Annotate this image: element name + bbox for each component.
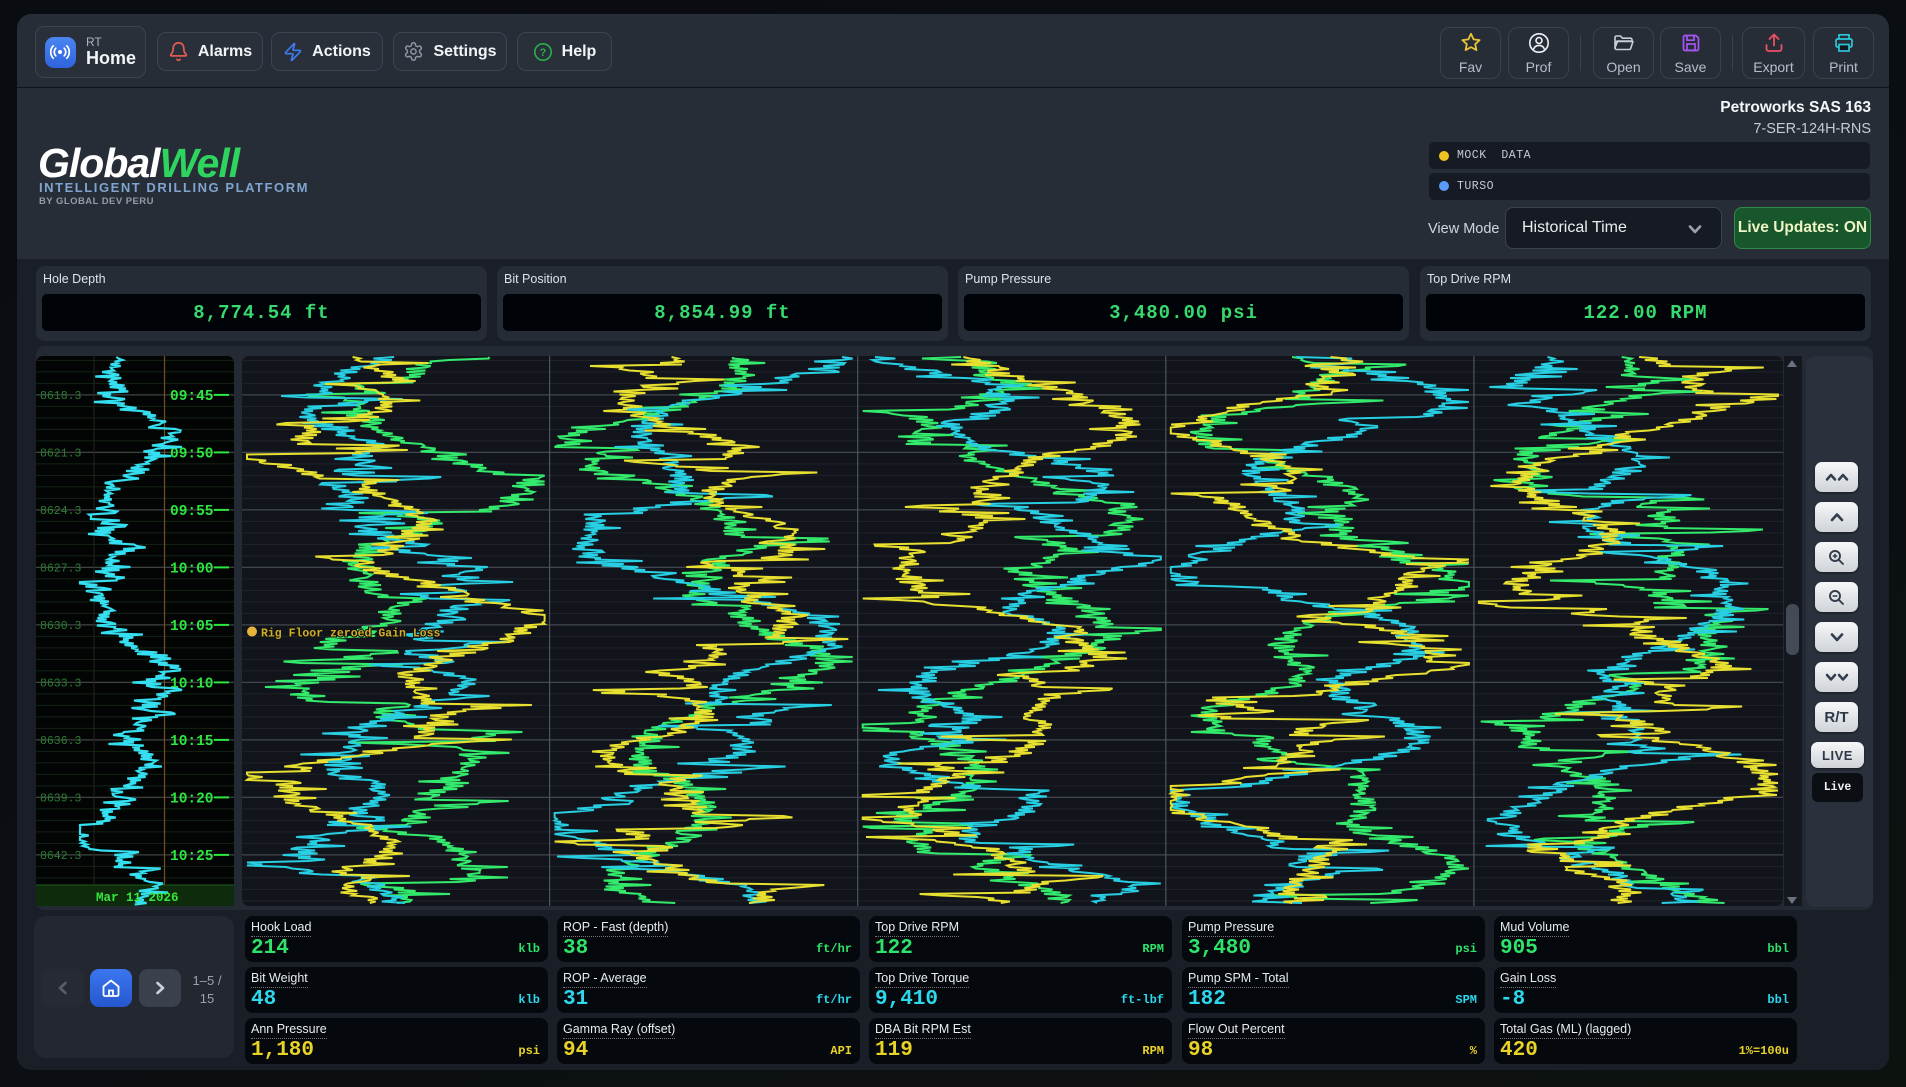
- svg-text:10:15: 10:15: [170, 734, 214, 750]
- svg-text:8618.3: 8618.3: [40, 390, 82, 403]
- svg-text:8621.3: 8621.3: [40, 447, 82, 460]
- svg-text:8627.3: 8627.3: [40, 562, 82, 575]
- svg-text:10:25: 10:25: [170, 849, 214, 865]
- svg-text:09:55: 09:55: [170, 504, 214, 520]
- svg-text:8624.3: 8624.3: [40, 505, 82, 518]
- svg-text:Rig Floor zeroed Gain Loss: Rig Floor zeroed Gain Loss: [261, 628, 441, 641]
- svg-text:8639.3: 8639.3: [40, 792, 82, 805]
- svg-text:8633.3: 8633.3: [40, 677, 82, 690]
- svg-text:10:20: 10:20: [170, 791, 214, 807]
- svg-text:09:45: 09:45: [170, 389, 214, 405]
- svg-text:Mar 11 2026: Mar 11 2026: [96, 891, 179, 905]
- svg-text:8642.3: 8642.3: [40, 850, 82, 863]
- svg-text:8636.3: 8636.3: [40, 735, 82, 748]
- svg-text:10:00: 10:00: [170, 561, 214, 577]
- svg-text:09:50: 09:50: [170, 446, 214, 462]
- svg-text:10:10: 10:10: [170, 676, 214, 692]
- svg-text:10:05: 10:05: [170, 619, 214, 635]
- svg-text:?: ?: [539, 47, 546, 59]
- svg-text:8630.3: 8630.3: [40, 620, 82, 633]
